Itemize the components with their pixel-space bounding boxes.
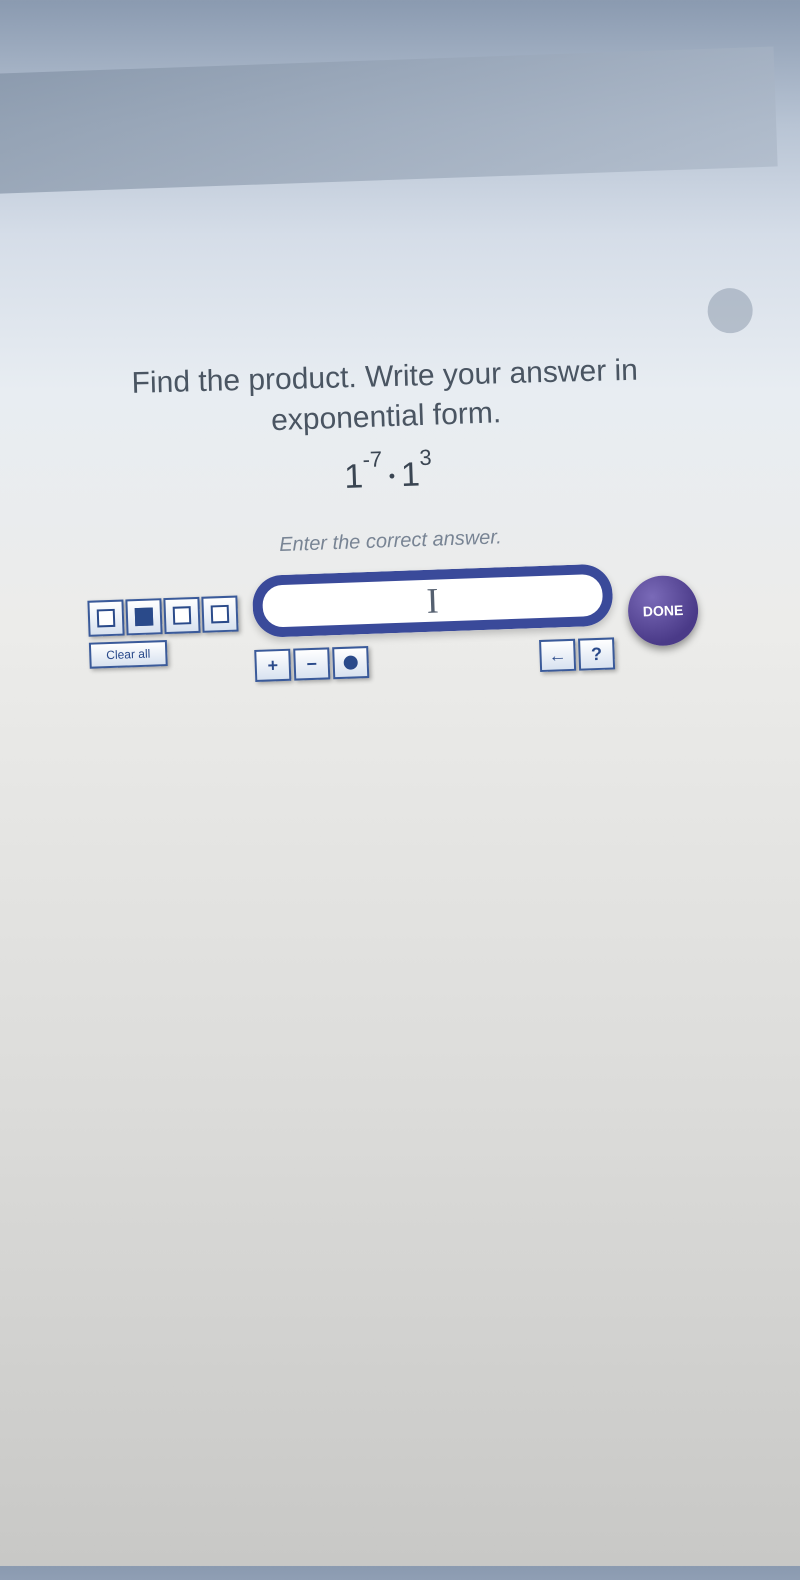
tool-exponent-button[interactable] xyxy=(87,600,124,637)
answer-input-wrapper: I xyxy=(252,564,614,639)
input-label: Enter the correct answer. xyxy=(30,518,750,566)
minus-button[interactable]: − xyxy=(293,648,330,681)
help-button[interactable]: ? xyxy=(578,638,615,671)
input-center: I + − ← ? xyxy=(252,564,615,682)
top-banner xyxy=(0,46,778,194)
tool-palette: Clear all xyxy=(87,596,239,669)
expr-exp2: 3 xyxy=(419,445,432,470)
input-row: Clear all I + − ← ? DONE xyxy=(32,559,755,690)
expr-dot: • xyxy=(388,466,395,486)
tool-mixedfrac-button[interactable] xyxy=(163,597,200,634)
expr-base1: 1 xyxy=(344,457,364,496)
dot-button[interactable] xyxy=(332,646,369,679)
tool-fraction-button[interactable] xyxy=(125,599,162,636)
clear-all-button[interactable]: Clear all xyxy=(89,640,168,669)
math-expression: 1-7•13 xyxy=(28,442,749,508)
operator-buttons: + − ← ? xyxy=(254,638,615,683)
tool-subscript-button[interactable] xyxy=(201,596,238,633)
expr-exp1: -7 xyxy=(362,446,382,472)
plus-button[interactable]: + xyxy=(254,649,291,682)
question-panel: Find the product. Write your answer in e… xyxy=(0,346,795,691)
done-button[interactable]: DONE xyxy=(627,575,699,647)
answer-input[interactable] xyxy=(252,564,614,639)
help-icon[interactable] xyxy=(707,287,754,334)
back-button[interactable]: ← xyxy=(539,639,576,672)
expr-base2: 1 xyxy=(400,455,420,494)
